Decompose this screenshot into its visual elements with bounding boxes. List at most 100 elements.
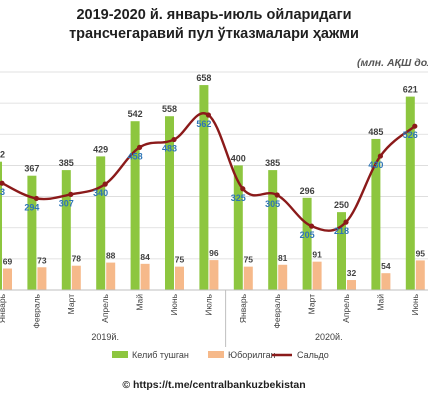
legend-label-inflow: Келиб тушган — [132, 350, 189, 360]
x-tick-label: Май — [135, 294, 145, 311]
label-outflow: 91 — [312, 250, 322, 260]
label-inflow: 296 — [300, 186, 315, 196]
x-tick-label: Февраль — [31, 293, 41, 328]
bar-outflow — [278, 264, 288, 290]
legend: Келиб тушган Юборилган Сальдо — [112, 350, 329, 360]
bar-outflow — [175, 266, 184, 290]
bar-outflow — [3, 268, 12, 290]
label-outflow: 95 — [416, 248, 426, 258]
label-outflow: 84 — [140, 252, 150, 262]
bar-inflow — [371, 138, 381, 290]
x-tick-label: Май — [375, 294, 385, 311]
label-inflow: 367 — [24, 164, 39, 174]
label-inflow: 542 — [128, 109, 143, 119]
balance-point — [274, 192, 280, 198]
x-tick-label: Апрель — [100, 293, 110, 322]
label-outflow: 54 — [381, 261, 391, 271]
balance-point — [377, 153, 383, 159]
label-balance: 305 — [265, 199, 280, 209]
balance-point — [343, 219, 349, 225]
legend-swatch-outflow — [208, 351, 224, 358]
group-label: 2020й. — [315, 332, 343, 342]
bar-inflow — [233, 165, 243, 290]
legend-label-outflow: Юборилган — [228, 350, 276, 360]
x-tick-label: Март — [66, 294, 76, 314]
bar-inflow — [130, 121, 140, 290]
label-balance: 294 — [24, 202, 39, 212]
bar-outflow — [71, 265, 81, 290]
bars — [0, 85, 425, 290]
label-outflow: 96 — [209, 248, 219, 258]
x-tick-label: Март — [307, 294, 317, 314]
x-axis: Январь Февраль Март Апрель Май Июнь Июль Январь… — [0, 289, 428, 347]
balance-point — [33, 195, 40, 202]
label-balance: 430 — [368, 160, 383, 170]
bar-outflow — [243, 266, 253, 290]
chart-title-line-1: 2019-2020 й. январь-июль ойларидаги — [76, 7, 352, 23]
bar-outflow — [381, 273, 391, 290]
balance-point — [137, 144, 143, 150]
label-inflow: 385 — [59, 158, 74, 168]
label-balance: 307 — [59, 198, 74, 208]
label-balance: 526 — [403, 130, 418, 140]
x-tick-label: Февраль — [272, 293, 282, 328]
footer-credit: © https://t.me/centralbankuzbekistan — [122, 379, 306, 391]
bar-inflow — [96, 156, 106, 290]
balance-point — [0, 180, 5, 186]
balance-point — [102, 181, 108, 187]
label-outflow: 88 — [106, 251, 116, 261]
label-inflow: 658 — [196, 73, 211, 83]
x-tick-label: Июль — [203, 293, 213, 315]
bar-inflow — [0, 161, 2, 290]
label-balance: 218 — [334, 226, 349, 236]
x-tick-label: Январь — [0, 293, 7, 323]
label-outflow: 32 — [347, 268, 357, 278]
bar-outflow — [106, 262, 116, 290]
group-label: 2019й. — [91, 332, 119, 342]
label-outflow: 75 — [175, 255, 185, 265]
bar-inflow — [405, 96, 415, 290]
bar-outflow — [209, 260, 219, 290]
balance-point — [240, 186, 246, 192]
chart-title: 2019-2020 й. январь-июль ойларидаги тран… — [0, 6, 428, 44]
bar-outflow — [415, 260, 425, 290]
bar-inflow — [302, 197, 312, 290]
label-inflow: 485 — [368, 127, 383, 137]
bar-inflow — [165, 116, 174, 290]
balance-line — [0, 112, 418, 232]
label-inflow: 621 — [403, 85, 418, 95]
bar-outflow — [347, 280, 356, 290]
label-inflow: 250 — [334, 200, 349, 210]
label-inflow: 558 — [162, 104, 177, 114]
label-outflow: 78 — [72, 254, 82, 264]
balance-point — [205, 112, 211, 118]
x-tick-label: Январь — [238, 293, 248, 323]
bar-inflow — [337, 212, 346, 290]
bar-inflow — [61, 170, 71, 290]
label-balance: 483 — [162, 144, 177, 154]
legend-label-balance: Сальдо — [297, 350, 329, 360]
label-balance: 562 — [196, 119, 211, 129]
x-tick-label: Апрель — [341, 293, 351, 322]
balance-point — [68, 191, 74, 197]
label-balance: 343 — [0, 187, 5, 197]
balance-point — [412, 123, 418, 129]
bar-outflow — [312, 261, 322, 290]
label-outflow: 73 — [37, 255, 47, 265]
balance-point — [309, 223, 315, 229]
label-balance: 205 — [300, 230, 315, 240]
x-tick-label: Июнь — [410, 293, 420, 315]
bar-outflow — [140, 263, 150, 290]
bar-inflow — [268, 170, 278, 290]
balance-point — [171, 136, 177, 143]
label-balance: 340 — [93, 188, 108, 198]
label-inflow: 429 — [93, 144, 108, 154]
legend-swatch-inflow — [112, 351, 128, 358]
bar-inflow — [199, 85, 209, 290]
label-balance: 458 — [128, 151, 143, 161]
label-outflow: 75 — [244, 255, 254, 265]
x-tick-label: Июнь — [169, 293, 179, 315]
bar-outflow — [37, 267, 47, 290]
label-outflow: 69 — [3, 257, 13, 267]
